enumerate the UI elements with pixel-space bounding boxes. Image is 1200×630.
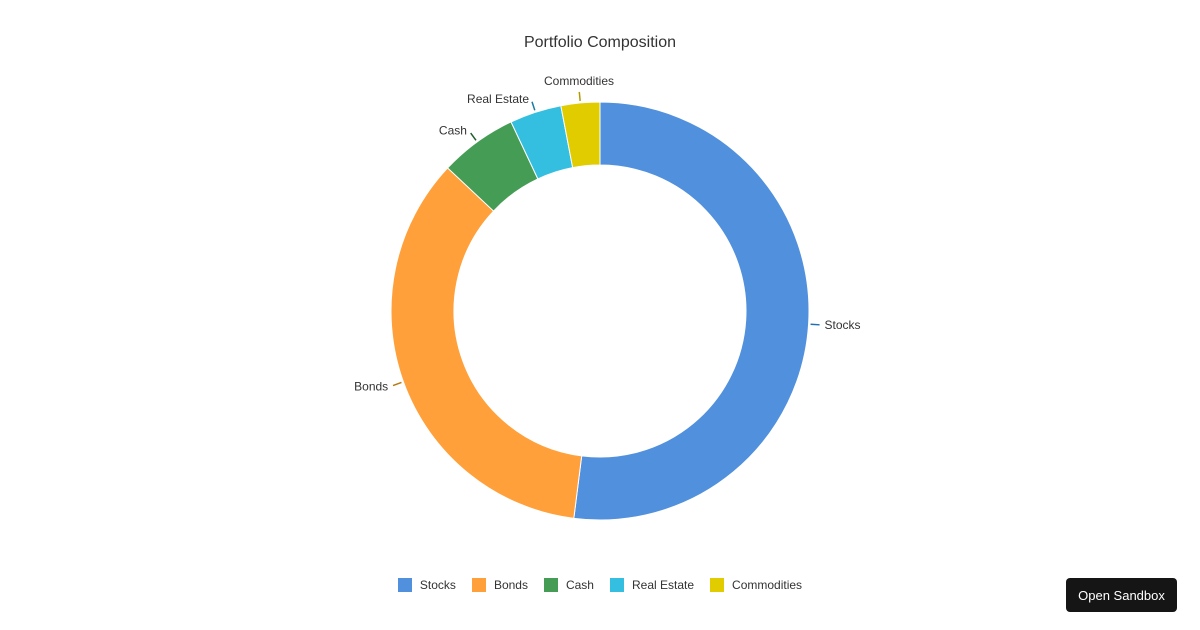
legend-swatch	[471, 578, 486, 592]
legend-swatch	[609, 578, 624, 592]
legend-label: Stocks	[419, 578, 456, 592]
legend-item-real-estate[interactable]: Real Estate	[609, 578, 695, 592]
callout-line	[810, 323, 820, 326]
legend-label: Bonds	[493, 578, 528, 592]
legend: Stocks Bonds Cash Real Estate Commodities	[0, 578, 1200, 592]
legend-item-commodities[interactable]: Commodities	[710, 578, 802, 592]
slice-bonds[interactable]	[390, 167, 583, 519]
slice-label: Cash	[439, 124, 467, 138]
callout-line	[392, 381, 402, 387]
callout-line	[531, 101, 536, 111]
legend-item-stocks[interactable]: Stocks	[397, 578, 456, 592]
slice-label: Bonds	[354, 380, 388, 394]
legend-swatch	[710, 578, 725, 592]
slice-label: Commodities	[544, 74, 614, 88]
slice-label: Stocks	[825, 318, 861, 332]
legend-swatch	[397, 578, 412, 592]
legend-label: Real Estate	[631, 578, 695, 592]
slice-label: Real Estate	[467, 92, 529, 106]
donut-chart: Stocks Bonds Cash Real Estate Commodities	[354, 74, 861, 521]
chart-title: Portfolio Composition	[523, 34, 677, 51]
callout-line	[578, 91, 581, 102]
slice-stocks[interactable]	[573, 101, 810, 521]
callout-line	[470, 132, 477, 141]
legend-swatch	[543, 578, 558, 592]
open-sandbox-button[interactable]: Open Sandbox	[1066, 578, 1177, 612]
legend-item-cash[interactable]: Cash	[543, 578, 594, 592]
legend-label: Cash	[565, 578, 594, 592]
legend-item-bonds[interactable]: Bonds	[471, 578, 528, 592]
legend-label: Commodities	[732, 578, 803, 592]
slice-commodities[interactable]	[560, 101, 601, 169]
